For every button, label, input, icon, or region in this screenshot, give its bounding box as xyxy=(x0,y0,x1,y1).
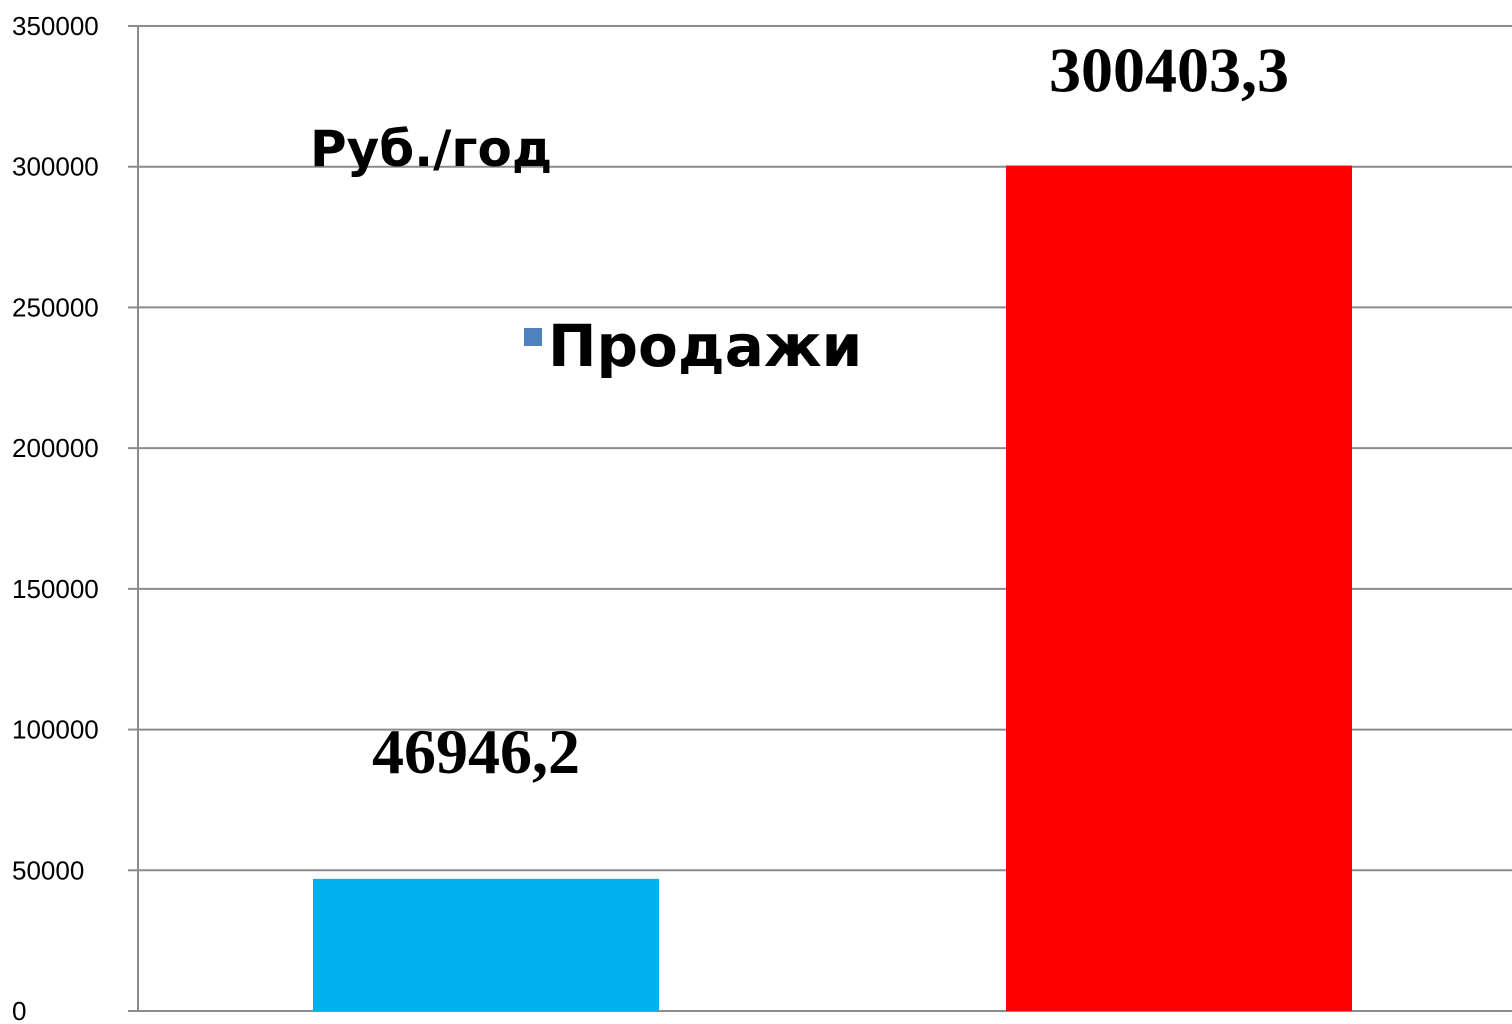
bar xyxy=(1006,165,1352,1011)
legend: Продажи xyxy=(524,312,862,380)
y-tick-label: 300000 xyxy=(12,152,99,182)
y-tick-label: 350000 xyxy=(12,11,99,41)
y-tick-label: 50000 xyxy=(12,855,84,885)
y-tick-label: 0 xyxy=(12,996,26,1024)
bars xyxy=(313,165,1352,1011)
legend-swatch xyxy=(524,328,542,346)
legend-label: Продажи xyxy=(548,312,862,380)
bar-value-label: 46946,2 xyxy=(372,716,580,787)
grid-lines xyxy=(138,25,1512,872)
y-tick-label: 250000 xyxy=(12,292,99,322)
y-axis-tick-labels: 0 50000 100000 150000 200000 250000 300000 3500… xyxy=(12,11,99,1024)
bar xyxy=(313,878,659,1011)
data-labels: 46946,2 300403,3 xyxy=(372,35,1289,787)
unit-label: Руб./год xyxy=(310,120,552,178)
y-tick-label: 100000 xyxy=(12,715,99,745)
bar-value-label: 300403,3 xyxy=(1049,35,1289,106)
y-tick-label: 200000 xyxy=(12,433,99,463)
y-tick-label: 150000 xyxy=(12,574,99,604)
